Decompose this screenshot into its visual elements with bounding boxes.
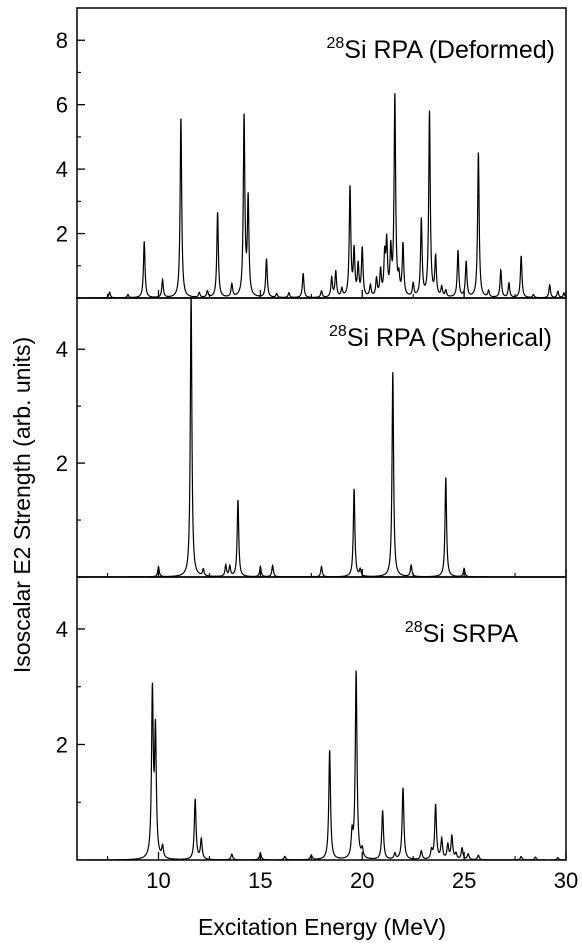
x-axis-title: Excitation Energy (MeV) — [198, 914, 446, 940]
y-tick-label: 4 — [56, 157, 68, 182]
panel-label-superscript: 28 — [326, 35, 344, 52]
y-tick-label: 6 — [56, 93, 68, 118]
x-tick-label: 10 — [146, 868, 170, 893]
panel-middle: 2 4 28Si RPA (Spherical) — [56, 297, 567, 578]
panel-top: 2 4 6 8 28Si RPA (Deformed) — [56, 7, 567, 299]
y-axis-title: Isoscalar E2 Strength (arb. units) — [9, 337, 35, 673]
x-tick-label: 25 — [452, 868, 476, 893]
panel-label-text: Si RPA (Spherical) — [347, 324, 552, 352]
plot-frame-bottom — [76, 576, 567, 861]
panel-label-superscript: 28 — [405, 619, 423, 636]
panel-label-text: Si RPA (Deformed) — [344, 36, 555, 64]
panel-label-superscript: 28 — [329, 323, 347, 340]
panel-label-text: Si SRPA — [423, 620, 519, 648]
spectrum-line-bottom — [77, 670, 566, 861]
x-tick-label: 20 — [350, 868, 374, 893]
y-tick-label: 2 — [56, 732, 68, 757]
panel-bottom: 2 4 10 15 20 25 30 28Si SRPA — [56, 576, 578, 893]
y-tick-label: 8 — [56, 28, 68, 53]
spectrum-line-top — [77, 93, 567, 299]
y-tick-label: 2 — [56, 222, 68, 247]
y-tick-label: 2 — [56, 451, 68, 476]
y-tick-label: 4 — [56, 617, 68, 642]
x-tick-label: 30 — [554, 868, 578, 893]
panel-label-top: 28Si RPA (Deformed) — [326, 35, 555, 64]
panel-label-middle: 28Si RPA (Spherical) — [329, 323, 552, 352]
panel-label-bottom: 28Si SRPA — [405, 619, 519, 648]
x-tick-label: 15 — [248, 868, 272, 893]
y-tick-label: 4 — [56, 337, 68, 362]
